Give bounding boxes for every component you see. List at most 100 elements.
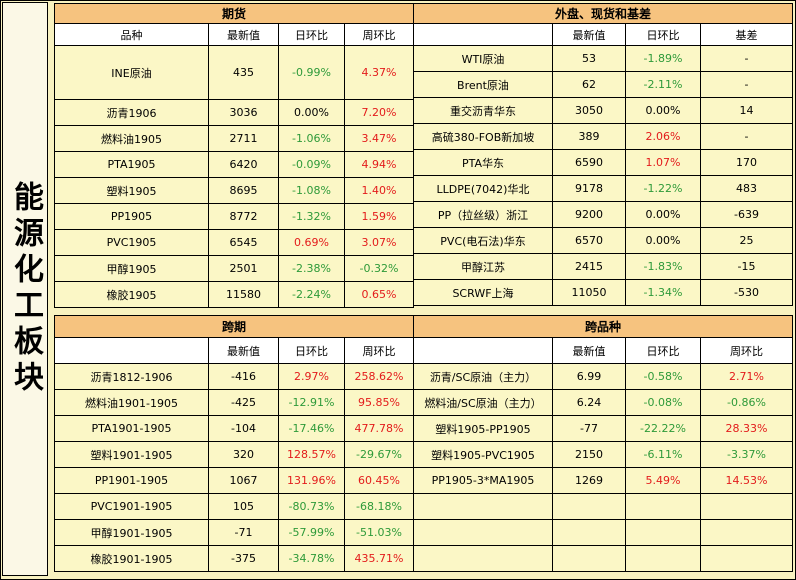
futures-row: PVC1905 6545 0.69% 3.07% xyxy=(54,229,415,256)
futures-cell: PP1905 xyxy=(54,203,209,230)
cross-cell: -22.22% xyxy=(625,415,701,442)
futures-col-weekly: 周环比 xyxy=(343,23,415,46)
futures-cell: 435 xyxy=(208,45,279,100)
spot-col-name xyxy=(413,23,553,46)
spot-cell: 6570 xyxy=(552,227,626,254)
spread-row: 沥青1812-1906 -416 2.97% 258.62% xyxy=(54,363,415,390)
spread-cell: -425 xyxy=(208,389,279,416)
spot-row: Brent原油 62 -2.11% - xyxy=(413,71,794,98)
cross-cell: 2.71% xyxy=(699,363,794,390)
spread-cell: 131.96% xyxy=(278,467,345,494)
futures-cell: 沥青1906 xyxy=(54,99,209,126)
futures-row: PTA1905 6420 -0.09% 4.94% xyxy=(54,151,415,178)
futures-col-daily: 日环比 xyxy=(278,23,345,46)
spread-row: 橡胶1901-1905 -375 -34.78% 435.71% xyxy=(54,545,415,572)
spot-cell: 1.07% xyxy=(625,149,701,176)
futures-cell: 0.69% xyxy=(278,229,345,256)
spot-cell: 53 xyxy=(552,45,626,72)
cross-cell xyxy=(413,493,553,520)
spot-cell: 3050 xyxy=(552,97,626,124)
spot-cell: -1.83% xyxy=(625,253,701,280)
futures-cell: 0.00% xyxy=(278,99,345,126)
side-title-panel: 能源化工板块 xyxy=(2,2,48,576)
spread-cell: 60.45% xyxy=(343,467,415,494)
cross-cell: -0.08% xyxy=(625,389,701,416)
spot-cell: -530 xyxy=(699,279,794,306)
cross-row xyxy=(413,493,794,520)
futures-row: 甲醇1905 2501 -2.38% -0.32% xyxy=(54,255,415,282)
spread-cell: -104 xyxy=(208,415,279,442)
spot-cell: 6590 xyxy=(552,149,626,176)
spread-cell: 橡胶1901-1905 xyxy=(54,545,209,572)
spot-cell: -1.22% xyxy=(625,175,701,202)
spot-cell: PVC(电石法)华东 xyxy=(413,227,553,254)
spread-cell: -51.03% xyxy=(343,519,415,546)
futures-cell: -1.06% xyxy=(278,125,345,152)
futures-cell: 2501 xyxy=(208,255,279,282)
spot-row: PP（拉丝级）浙江 9200 0.00% -639 xyxy=(413,201,794,228)
cross-cell xyxy=(625,545,701,572)
cross-col-latest: 最新值 xyxy=(552,337,626,364)
futures-col-name: 品种 xyxy=(54,23,209,46)
cross-cell xyxy=(413,545,553,572)
spread-cell: 2.97% xyxy=(278,363,345,390)
futures-title: 期货 xyxy=(53,3,415,24)
spread-col-daily: 日环比 xyxy=(278,337,345,364)
cross-cell: 28.33% xyxy=(699,415,794,442)
cross-cell xyxy=(699,493,794,520)
spread-cell: -80.73% xyxy=(278,493,345,520)
cross-cell: 燃料油/SC原油（主力） xyxy=(413,389,553,416)
spot-cell: -15 xyxy=(699,253,794,280)
futures-row: 塑料1905 8695 -1.08% 1.40% xyxy=(54,177,415,204)
futures-table: 期货 品种 最新值 日环比 周环比 INE原油 435 -0.99% 4.37% 沥青1… xyxy=(53,3,415,308)
spread-cell: -57.99% xyxy=(278,519,345,546)
spot-cell: 甲醇江苏 xyxy=(413,253,553,280)
cross-row: 沥青/SC原油（主力） 6.99 -0.58% 2.71% xyxy=(413,363,794,390)
cross-col-daily: 日环比 xyxy=(625,337,701,364)
spread-cell: 95.85% xyxy=(343,389,415,416)
spread-col-latest: 最新值 xyxy=(208,337,279,364)
spread-cell: 沥青1812-1906 xyxy=(54,363,209,390)
cross-cell: 1269 xyxy=(552,467,626,494)
spot-cell: 14 xyxy=(699,97,794,124)
spread-cell: -17.46% xyxy=(278,415,345,442)
futures-cell: 2711 xyxy=(208,125,279,152)
cross-cell: 塑料1905-PVC1905 xyxy=(413,441,553,468)
spread-cell: 塑料1901-1905 xyxy=(54,441,209,468)
cross-row: 塑料1905-PVC1905 2150 -6.11% -3.37% xyxy=(413,441,794,468)
cross-col-name xyxy=(413,337,553,364)
futures-cell: 1.59% xyxy=(343,203,415,230)
futures-cell: 8695 xyxy=(208,177,279,204)
futures-cell: 甲醇1905 xyxy=(54,255,209,282)
cross-cell: 2150 xyxy=(552,441,626,468)
futures-cell: 4.37% xyxy=(343,45,415,100)
spread-cell: -375 xyxy=(208,545,279,572)
futures-cell: 6420 xyxy=(208,151,279,178)
spot-cell: Brent原油 xyxy=(413,71,553,98)
spot-cell: - xyxy=(699,123,794,150)
spot-title: 外盘、现货和基差 xyxy=(412,3,794,24)
cross-cell: 塑料1905-PP1905 xyxy=(413,415,553,442)
cross-cell: 5.49% xyxy=(625,467,701,494)
spot-cell: - xyxy=(699,45,794,72)
spot-col-basis: 基差 xyxy=(699,23,794,46)
cross-cell: -6.11% xyxy=(625,441,701,468)
futures-cell: -2.24% xyxy=(278,281,345,308)
futures-cell: 4.94% xyxy=(343,151,415,178)
spot-cell: 0.00% xyxy=(625,227,701,254)
side-title: 能源化工板块 xyxy=(8,181,43,397)
spot-cell: LLDPE(7042)华北 xyxy=(413,175,553,202)
spot-cell: 重交沥青华东 xyxy=(413,97,553,124)
futures-cell: INE原油 xyxy=(54,45,209,100)
spot-cell: PP（拉丝级）浙江 xyxy=(413,201,553,228)
cross-cell: -77 xyxy=(552,415,626,442)
cross-cell xyxy=(552,545,626,572)
spot-row: SCRWF上海 11050 -1.34% -530 xyxy=(413,279,794,306)
futures-cell: -0.99% xyxy=(278,45,345,100)
spread-cell: 燃料油1901-1905 xyxy=(54,389,209,416)
futures-col-latest: 最新值 xyxy=(208,23,279,46)
spot-table: 外盘、现货和基差 最新值 日环比 基差 WTI原油 53 -1.89% - Brent原… xyxy=(412,3,794,306)
futures-row: PP1905 8772 -1.32% 1.59% xyxy=(54,203,415,230)
cross-cell: 沥青/SC原油（主力） xyxy=(413,363,553,390)
spot-row: 甲醇江苏 2415 -1.83% -15 xyxy=(413,253,794,280)
